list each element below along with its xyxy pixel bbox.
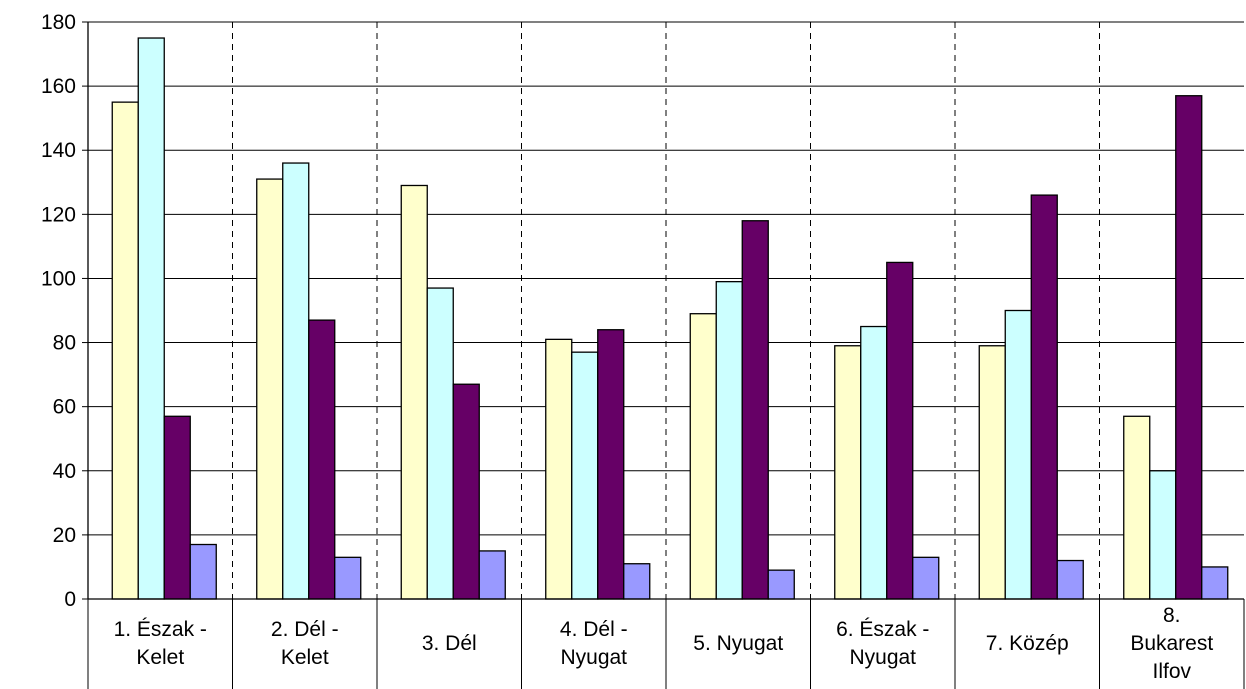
category-label-6-line-1: 6. Észak - bbox=[836, 618, 929, 641]
category-label-3: 3. Dél bbox=[422, 632, 477, 655]
bar-s3-c8 bbox=[1175, 95, 1203, 600]
category-label-5: 5. Nyugat bbox=[693, 632, 783, 655]
bar-s3-c7 bbox=[1030, 194, 1058, 600]
y-tick-label-8: 160 bbox=[41, 75, 76, 98]
bar-s4-c8 bbox=[1201, 566, 1229, 600]
y-tick-label-4: 80 bbox=[53, 332, 76, 355]
category-label-4-line-2: Nyugat bbox=[560, 646, 627, 669]
bar-s2-c7 bbox=[1004, 309, 1032, 600]
bar-s3-c1 bbox=[163, 415, 191, 600]
bar-s2-c5 bbox=[715, 280, 743, 600]
bar-s1-c7 bbox=[978, 345, 1006, 600]
category-labels: 1. Észak - Kelet 2. Dél - Kelet 3. Dél 4. Dél… bbox=[114, 604, 1214, 683]
bar-s3-c2 bbox=[308, 319, 336, 600]
category-label-7: 7. Közép bbox=[986, 632, 1069, 655]
y-tick-label-7: 140 bbox=[41, 139, 76, 162]
bar-s4-c3 bbox=[478, 550, 506, 600]
category-label-3-line-1: 3. Dél bbox=[422, 632, 477, 655]
bar-s1-c5 bbox=[689, 313, 717, 600]
category-label-1: 1. Észak - Kelet bbox=[114, 618, 207, 669]
category-label-4: 4. Dél - Nyugat bbox=[560, 618, 628, 669]
bar-s4-c5 bbox=[767, 569, 795, 600]
category-label-8-line-3: Ilfov bbox=[1152, 660, 1191, 683]
category-label-2-line-2: Kelet bbox=[281, 646, 329, 669]
category-label-4-line-1: 4. Dél - bbox=[560, 618, 628, 641]
category-label-6: 6. Észak - Nyugat bbox=[836, 618, 929, 669]
category-label-1-line-1: 1. Észak - bbox=[114, 618, 207, 641]
category-label-1-line-2: Kelet bbox=[136, 646, 184, 669]
bar-s1-c6 bbox=[834, 345, 862, 600]
category-label-5-line-1: 5. Nyugat bbox=[693, 632, 783, 655]
bar-s4-c2 bbox=[334, 556, 362, 600]
bar-s4-c4 bbox=[623, 563, 651, 600]
y-tick-label-1: 20 bbox=[53, 524, 76, 547]
bar-s3-c3 bbox=[452, 383, 480, 600]
bar-s2-c2 bbox=[282, 162, 310, 600]
bar-s2-c8 bbox=[1149, 470, 1177, 600]
category-label-7-line-1: 7. Közép bbox=[986, 632, 1069, 655]
bar-s1-c8 bbox=[1123, 415, 1151, 600]
category-label-6-line-2: Nyugat bbox=[849, 646, 916, 669]
bar-s2-c4 bbox=[571, 351, 599, 600]
category-label-8-line-1: 8. bbox=[1163, 604, 1181, 627]
bar-s1-c3 bbox=[400, 184, 428, 600]
bar-s1-c2 bbox=[256, 178, 284, 600]
bar-s2-c6 bbox=[860, 325, 888, 600]
bar-s3-c6 bbox=[886, 261, 914, 600]
bar-s2-c1 bbox=[137, 37, 165, 600]
category-label-2-line-1: 2. Dél - bbox=[271, 618, 339, 641]
category-label-2: 2. Dél - Kelet bbox=[271, 618, 339, 669]
y-tick-label-0: 0 bbox=[64, 588, 76, 611]
y-tick-label-3: 60 bbox=[53, 396, 76, 419]
y-tick-label-6: 120 bbox=[41, 203, 76, 226]
y-tick-label-5: 100 bbox=[41, 267, 76, 290]
y-tick-labels: 0 20 40 60 80 100 120 140 160 180 bbox=[41, 11, 76, 611]
vertical-gridlines bbox=[232, 22, 1100, 599]
bar-s2-c3 bbox=[426, 287, 454, 600]
bar-s4-c7 bbox=[1056, 559, 1084, 600]
bar-s4-c1 bbox=[189, 543, 217, 600]
category-label-8-line-2: Bukarest bbox=[1130, 632, 1213, 655]
y-tick-label-2: 40 bbox=[53, 460, 76, 483]
bar-series-group bbox=[111, 37, 1229, 600]
bar-s1-c1 bbox=[111, 101, 139, 600]
bar-s4-c6 bbox=[912, 556, 940, 600]
bar-s1-c4 bbox=[545, 338, 573, 600]
bar-s3-c5 bbox=[741, 220, 769, 600]
y-tick-label-9: 180 bbox=[41, 11, 76, 34]
category-label-8: 8. Bukarest Ilfov bbox=[1130, 604, 1213, 683]
axes bbox=[82, 21, 1245, 689]
bar-s3-c4 bbox=[597, 329, 625, 600]
